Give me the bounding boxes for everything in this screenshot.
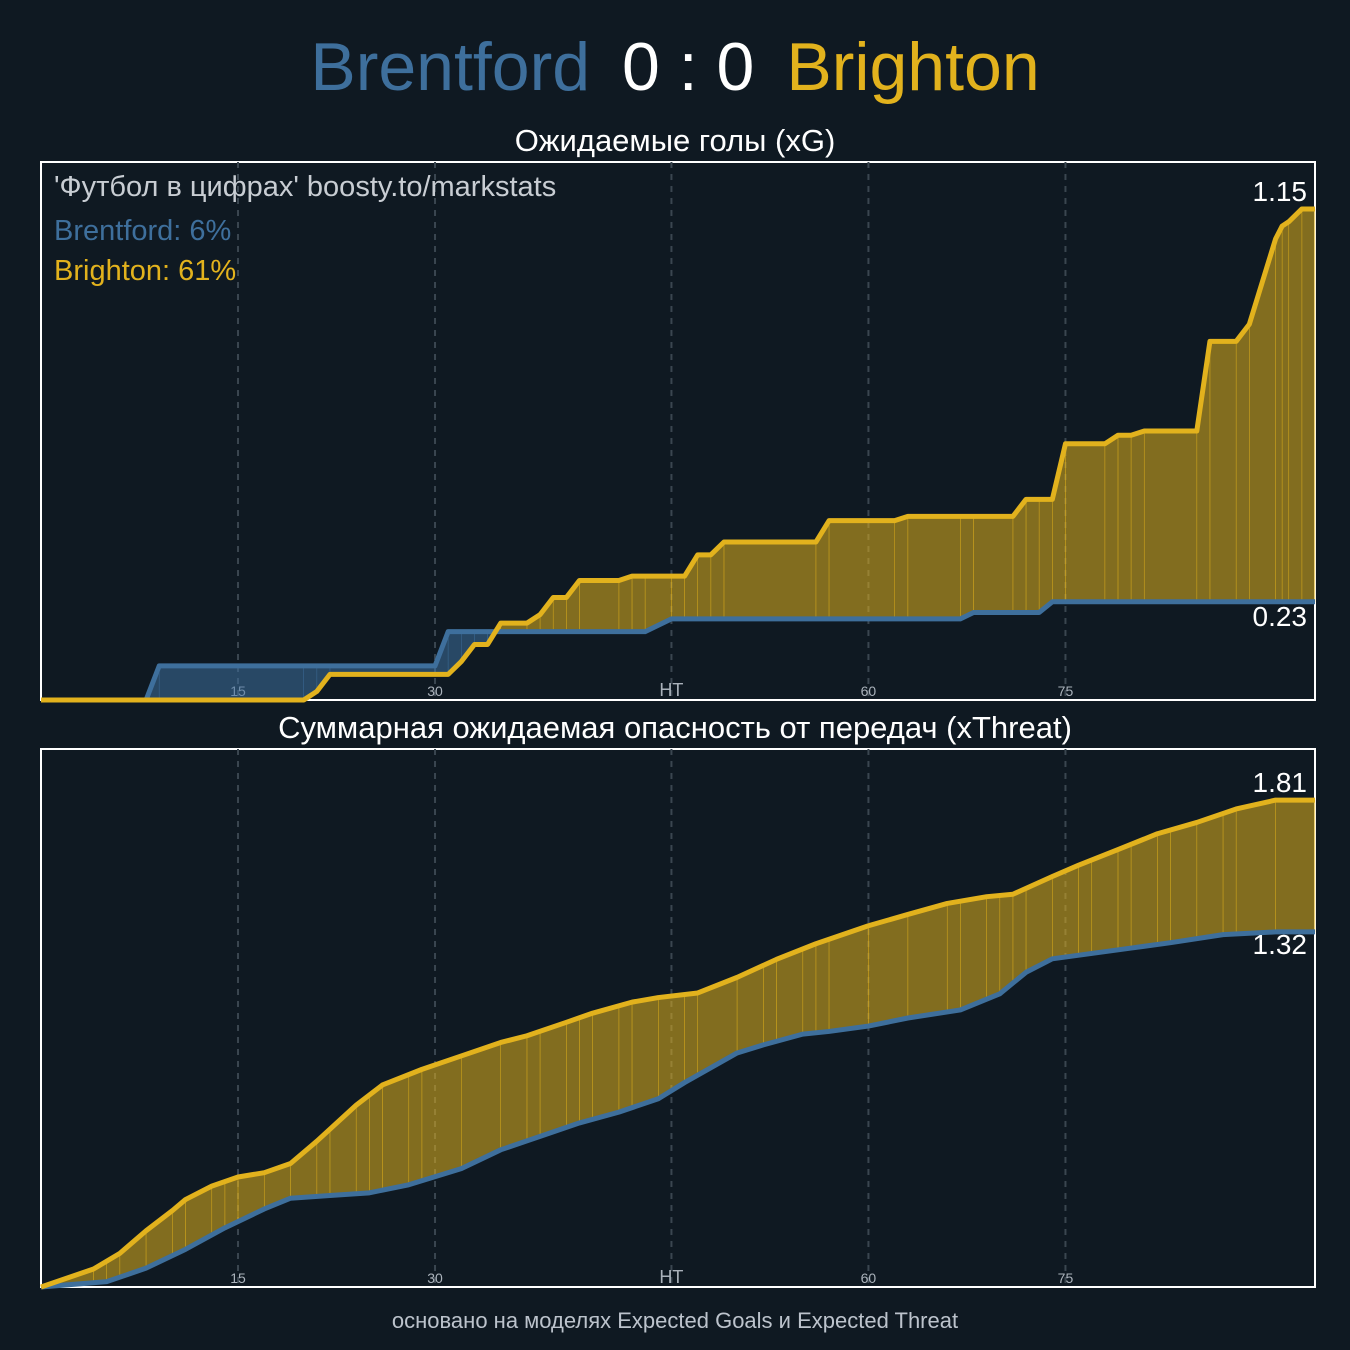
area-between	[684, 992, 699, 1084]
area-between	[460, 1042, 501, 1170]
area-between	[355, 1094, 370, 1195]
xthreat-chart: 15 30 HT 60 75 1.81 1.32	[40, 748, 1316, 1290]
area-between	[1235, 799, 1276, 935]
match-header: Brentford 0 : 0 Brighton	[0, 22, 1350, 112]
home-end-label: 1.32	[1253, 929, 1308, 960]
area-between	[579, 1012, 593, 1124]
xthreat-chart-title: Суммарная ожидаемая опасность от передач…	[278, 710, 1072, 745]
area-between	[1222, 808, 1237, 935]
area-between	[1117, 843, 1132, 951]
area-between	[1012, 887, 1027, 984]
x-tick-label: 60	[861, 683, 877, 699]
area-between	[868, 914, 909, 1027]
source-credit: 'Футбол в цифрах' boosty.to/markstats	[54, 171, 556, 203]
away-win-probability: Brighton: 61%	[54, 255, 236, 287]
area-between	[526, 1030, 541, 1142]
area-between	[369, 1084, 383, 1194]
x-tick-label: 75	[1058, 683, 1074, 699]
area-between	[566, 1017, 580, 1128]
area-between	[986, 895, 1001, 1000]
area-between	[1170, 822, 1198, 944]
area-between	[1091, 849, 1119, 954]
xg-chart-title: Ожидаемые голы (xG)	[514, 123, 836, 158]
x-tick-label: 60	[861, 1270, 877, 1286]
area-between	[618, 1001, 633, 1113]
area-between	[382, 1074, 410, 1191]
area-between	[1078, 859, 1093, 956]
x-tick-label: 30	[427, 1270, 443, 1286]
area-between	[776, 948, 804, 1042]
away-series-line	[41, 206, 1315, 703]
home-end-label: 0.23	[1253, 601, 1308, 632]
area-between	[960, 896, 987, 1011]
match-score: 0 : 0	[622, 29, 755, 105]
area-between	[736, 964, 764, 1054]
footer-note: основано на моделях Expected Goals и Exp…	[391, 1308, 959, 1333]
area-between	[421, 1055, 462, 1182]
area-between	[1196, 813, 1224, 939]
area-between	[592, 1005, 620, 1120]
area-between	[999, 893, 1014, 995]
area-between	[1157, 829, 1171, 945]
area-between	[1275, 799, 1316, 933]
home-win-probability: Brentford: 6%	[54, 215, 231, 247]
area-between	[1052, 864, 1079, 960]
area-between	[946, 900, 961, 1013]
x-tick-label: HT	[659, 680, 683, 700]
home-series-line	[40, 929, 1315, 1290]
area-between	[802, 943, 817, 1035]
area-between	[907, 903, 948, 1019]
area-between	[828, 925, 869, 1032]
area-between	[1025, 876, 1053, 973]
area-between	[408, 1068, 423, 1186]
x-tick-label: 30	[427, 683, 443, 699]
area-between	[763, 958, 777, 1046]
home-series-line	[41, 599, 1315, 703]
away-team-name: Brighton	[786, 29, 1040, 105]
away-series-line	[40, 797, 1315, 1290]
area-between	[539, 1021, 567, 1137]
x-tick-label: 15	[230, 1270, 246, 1286]
x-tick-label: 75	[1058, 1270, 1074, 1286]
away-end-label: 1.15	[1253, 176, 1308, 207]
home-team-name: Brentford	[310, 29, 591, 105]
area-between	[631, 997, 659, 1109]
x-tick-label: HT	[659, 1267, 683, 1287]
area-between	[1130, 833, 1158, 949]
area-between	[500, 1035, 528, 1151]
area-between	[815, 938, 830, 1034]
away-end-label: 1.81	[1253, 767, 1308, 798]
plot-frame	[40, 748, 1316, 1288]
